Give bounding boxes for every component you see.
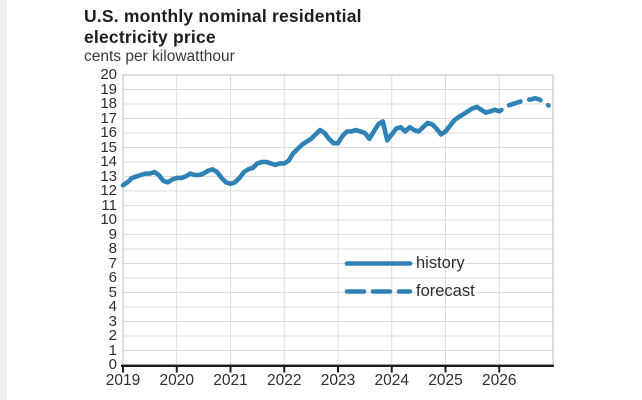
x-tick-label: 2020 [159, 372, 194, 389]
y-tick-label: 17 [100, 109, 117, 127]
y-tick-label: 7 [108, 254, 117, 272]
y-tick-label: 19 [100, 80, 117, 98]
y-tick-label: 13 [100, 167, 117, 185]
x-tick-label: 2024 [374, 372, 409, 389]
y-tick-label: 12 [100, 182, 117, 199]
y-tick-label: 1 [108, 341, 117, 359]
x-tick-label: 2019 [105, 372, 141, 389]
x-tick-label: 2025 [428, 372, 463, 389]
y-tick-label: 10 [100, 211, 117, 228]
y-tick-label: 8 [108, 240, 117, 257]
page-title: U.S. monthly nominal residential electri… [84, 6, 362, 47]
x-tick-label: 2021 [213, 372, 248, 389]
y-tick-label: 6 [108, 269, 117, 286]
x-tick-label: 2023 [320, 372, 356, 389]
y-tick-label: 16 [100, 124, 117, 141]
y-tick-label: 14 [100, 153, 117, 170]
y-tick-label: 2 [108, 327, 117, 344]
y-tick-label: 5 [108, 283, 117, 301]
x-tick-label: 2022 [267, 372, 302, 389]
history-line [120, 104, 493, 188]
y-tick-label: 4 [108, 298, 117, 315]
y-tick-label: 0 [108, 356, 117, 373]
y-tick-label: 20 [100, 66, 117, 83]
y-tick-label: 11 [101, 196, 117, 214]
legend-forecast-label: forecast [416, 282, 475, 300]
y-tick-label: 3 [108, 312, 117, 330]
legend-history-label: history [416, 254, 465, 272]
y-tick-label: 18 [100, 95, 117, 112]
y-tick-label: 9 [108, 225, 117, 243]
y-tick-label: 15 [100, 138, 117, 156]
x-tick-label: 2026 [482, 372, 517, 389]
forecast-line [488, 95, 551, 114]
left-edge-strip [0, 0, 7, 400]
y-axis-units-label: cents per kilowatthour [84, 48, 235, 65]
